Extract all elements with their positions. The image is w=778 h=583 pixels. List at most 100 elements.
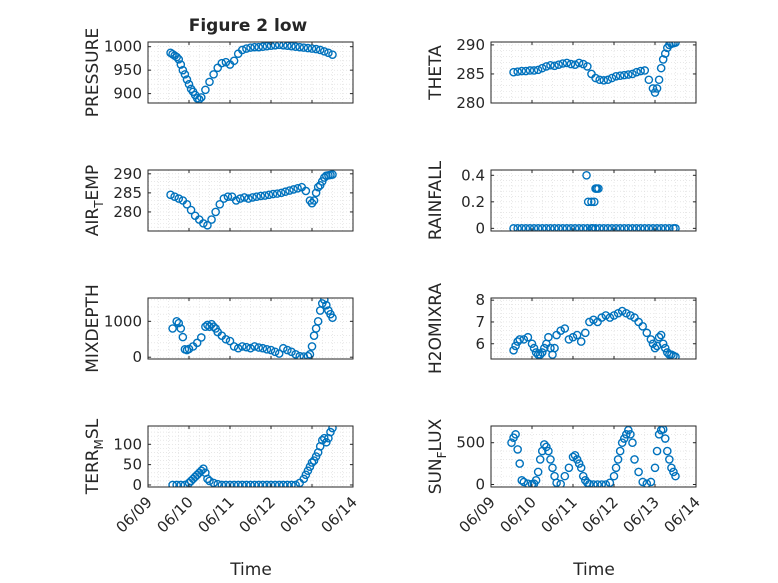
data-point (585, 479, 594, 487)
data-point (583, 224, 592, 231)
data-point (642, 328, 652, 338)
data-point (507, 438, 516, 448)
data-point (209, 70, 218, 79)
data-point (211, 207, 220, 217)
data-point (570, 450, 580, 460)
data-point (570, 224, 580, 231)
data-point (326, 427, 335, 437)
data-point (225, 480, 235, 487)
data-point (669, 467, 678, 477)
data-point (274, 349, 284, 358)
y-tick-label: 290 (113, 165, 142, 183)
y-tick-label: 290 (456, 36, 485, 54)
y-axis-label-main: RAINFALL (426, 160, 446, 240)
data-point (529, 343, 539, 353)
y-tick-label: 0 (132, 476, 142, 494)
data-point (307, 458, 317, 467)
data-point (176, 324, 186, 333)
data-point (660, 224, 670, 231)
data-point (328, 313, 337, 323)
data-point (654, 430, 664, 439)
data-point (562, 58, 572, 68)
series-rainfall (509, 171, 680, 231)
data-point (287, 480, 296, 487)
data-point (525, 224, 535, 231)
data-point (170, 192, 179, 201)
data-point (270, 347, 280, 357)
data-point (652, 84, 662, 93)
y-tick-label: 8 (475, 291, 485, 309)
data-point (196, 93, 206, 102)
data-point (266, 480, 276, 487)
data-point (644, 75, 654, 85)
axes-box (147, 41, 354, 104)
data-point (513, 67, 522, 76)
data-point (638, 477, 648, 487)
y-axis-label: TERRMSL (83, 418, 106, 495)
y-axis-label-main: SUN (426, 458, 446, 494)
data-point (264, 190, 274, 200)
data-point (658, 55, 668, 64)
data-point (219, 194, 229, 203)
data-point (217, 58, 227, 68)
y-tick-label: 900 (113, 85, 142, 103)
data-point (242, 342, 251, 352)
data-point (671, 471, 680, 481)
data-point (590, 197, 599, 207)
data-point (203, 474, 212, 484)
data-point (328, 426, 337, 433)
data-point (531, 476, 541, 485)
data-point (619, 434, 629, 443)
data-point (229, 342, 239, 351)
data-point (591, 73, 600, 83)
y-axis-label-subscript: M (92, 439, 106, 449)
data-point (556, 479, 565, 487)
data-point (533, 224, 543, 231)
data-point (238, 480, 247, 487)
data-point (242, 44, 251, 53)
data-point (299, 474, 309, 484)
y-axis-label-subscript: T (92, 200, 106, 209)
data-point (521, 66, 531, 76)
data-point (632, 67, 641, 77)
data-point (607, 73, 617, 83)
data-point (546, 224, 555, 231)
data-point (613, 455, 623, 464)
data-point (626, 430, 635, 439)
data-point (576, 337, 586, 346)
data-point (599, 76, 609, 85)
data-point (603, 75, 613, 85)
y-axis-label-rest: LUX (426, 418, 446, 451)
data-point (256, 191, 266, 201)
data-point (527, 339, 537, 349)
data-point (313, 182, 323, 192)
data-point (582, 171, 591, 180)
data-point (601, 480, 611, 487)
data-point (174, 194, 184, 203)
data-point (642, 479, 652, 487)
data-point (611, 71, 621, 81)
data-point (550, 343, 559, 353)
y-axis-label: PRESSURE (83, 28, 103, 117)
data-point (658, 339, 668, 349)
data-point (529, 224, 539, 231)
data-point (315, 45, 325, 55)
data-point (650, 343, 660, 353)
data-point (588, 224, 597, 231)
data-point (558, 224, 568, 231)
series-pressure (166, 42, 337, 103)
axes-box (490, 169, 697, 232)
data-point (607, 224, 617, 231)
data-point (301, 186, 311, 196)
y-tick-label: 50 (123, 456, 142, 474)
data-point (628, 69, 637, 79)
data-point (168, 480, 177, 487)
y-axis-label-rest: EMP (83, 165, 103, 201)
y-axis-label: SUNFLUX (426, 418, 449, 494)
data-point (583, 197, 593, 207)
data-point (225, 336, 235, 346)
data-point (176, 480, 186, 487)
data-point (558, 59, 568, 68)
data-point (568, 332, 578, 342)
